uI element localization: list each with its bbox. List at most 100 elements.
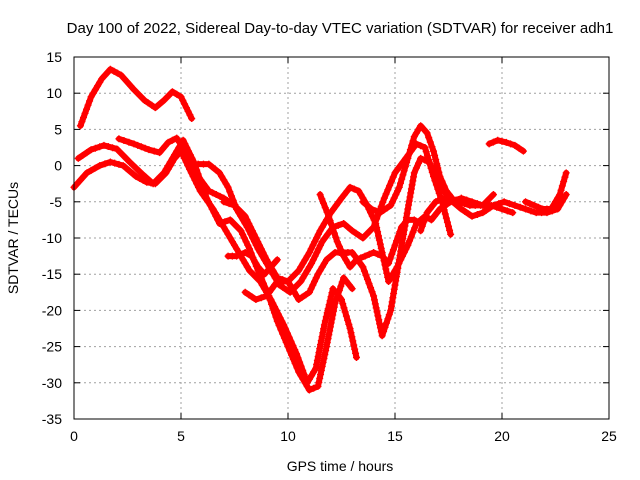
data-point: [409, 177, 417, 185]
data-point: [291, 270, 299, 278]
data-point: [368, 288, 376, 296]
data-point: [348, 285, 356, 293]
data-point: [216, 169, 224, 177]
data-point: [394, 187, 402, 195]
data-point: [396, 228, 404, 236]
data-point: [134, 141, 142, 149]
data-point: [280, 321, 288, 329]
data-point: [511, 141, 519, 149]
data-point: [389, 246, 397, 254]
data-point: [434, 164, 442, 172]
data-point: [323, 309, 331, 317]
data-point: [515, 144, 523, 152]
data-point: [347, 329, 355, 337]
data-point: [184, 147, 192, 155]
data-point: [387, 177, 395, 185]
data-point: [367, 284, 375, 292]
data-point: [120, 137, 128, 145]
data-point: [394, 264, 402, 272]
y-tick-label: 0: [54, 158, 62, 174]
data-point: [359, 234, 367, 242]
data-point: [87, 166, 95, 174]
data-point: [315, 378, 323, 386]
data-point: [87, 93, 95, 101]
data-point: [412, 129, 420, 137]
data-point: [130, 86, 138, 94]
data-point: [406, 237, 414, 245]
data-point: [86, 97, 94, 105]
data-point: [323, 343, 331, 351]
data-point: [561, 173, 569, 181]
data-point: [423, 129, 431, 137]
data-point: [289, 342, 297, 350]
data-point: [436, 172, 444, 180]
data-point: [196, 187, 204, 195]
data-point: [327, 293, 335, 301]
data-point: [385, 311, 393, 319]
data-point: [527, 207, 535, 215]
data-point: [284, 277, 292, 285]
grid-lines: [74, 57, 609, 419]
data-point: [295, 296, 303, 304]
data-point: [331, 299, 339, 307]
data-point: [329, 205, 337, 213]
y-tick-label: -20: [42, 302, 62, 318]
data-point: [409, 228, 417, 236]
data-point: [76, 122, 84, 130]
data-point: [78, 118, 86, 126]
data-point: [407, 185, 415, 193]
data-point: [526, 200, 534, 208]
data-point: [316, 191, 324, 199]
data-point: [391, 241, 399, 249]
data-point: [276, 314, 284, 322]
data-point: [445, 196, 452, 204]
data-point: [360, 267, 368, 275]
data-point: [400, 167, 408, 175]
data-point: [188, 154, 196, 162]
data-point: [308, 259, 316, 267]
data-point: [245, 267, 253, 275]
data-point: [113, 145, 121, 153]
data-point: [263, 292, 271, 300]
data-point: [432, 198, 440, 206]
data-point: [216, 192, 224, 200]
data-point: [562, 169, 570, 177]
data-point: [350, 185, 358, 193]
data-point: [376, 320, 384, 328]
data-point: [133, 89, 141, 97]
data-point: [248, 252, 256, 260]
data-point: [233, 245, 241, 253]
data-point: [316, 341, 324, 349]
y-tick-label: -35: [42, 411, 62, 427]
data-point: [316, 241, 324, 249]
data-point: [325, 212, 333, 220]
data-point: [482, 206, 490, 214]
data-point: [394, 165, 402, 173]
data-point: [293, 292, 301, 300]
data-point: [438, 177, 446, 185]
data-point: [226, 234, 234, 242]
data-point: [254, 238, 262, 246]
data-point: [321, 204, 329, 212]
data-point: [226, 188, 234, 196]
data-point: [201, 194, 209, 202]
data-point: [309, 256, 317, 264]
data-point: [257, 245, 265, 253]
x-tick-label: 20: [494, 428, 510, 444]
data-point: [397, 179, 405, 187]
data-point: [432, 156, 440, 164]
data-point: [417, 227, 425, 235]
data-point: [245, 291, 253, 299]
axis-ticks: [73, 56, 610, 420]
x-tick-labels: 0 5 10 15 20 25: [70, 428, 617, 444]
data-point: [320, 321, 328, 329]
data-point: [423, 209, 431, 217]
data-point: [362, 271, 370, 279]
y-axis-label: SDTVAR / TECUs: [5, 182, 21, 294]
data-point: [428, 143, 436, 151]
data-point: [322, 347, 330, 355]
data-point: [79, 151, 87, 159]
data-point: [135, 167, 143, 175]
data-point: [267, 296, 275, 304]
data-point: [380, 194, 388, 202]
